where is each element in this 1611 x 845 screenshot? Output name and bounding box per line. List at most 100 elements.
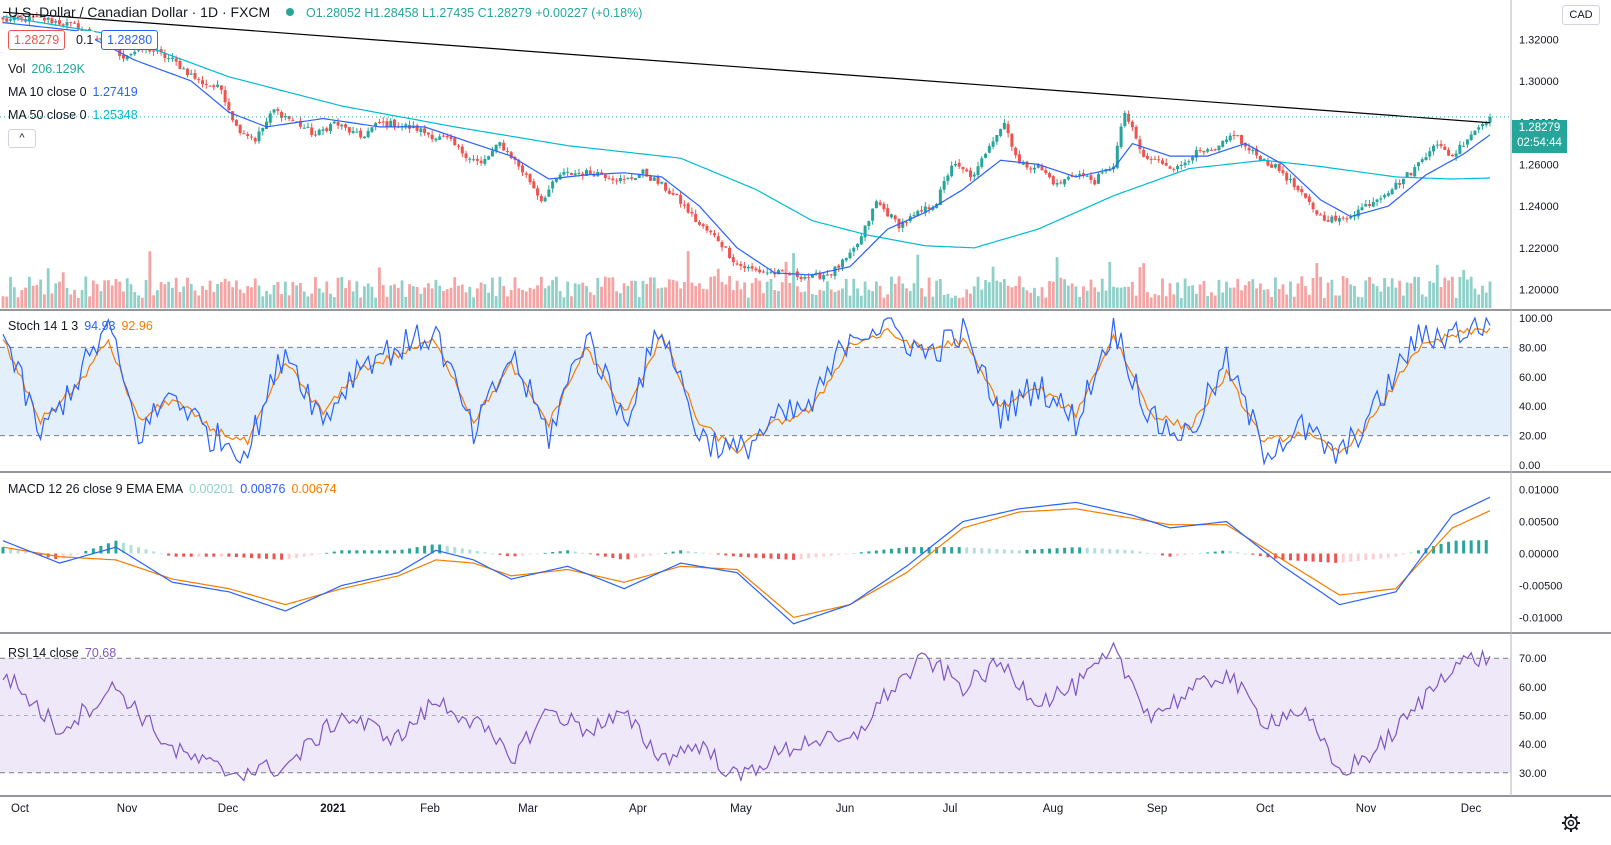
candle [1345,218,1349,220]
macd-hist-bar [249,553,253,558]
candle [1334,215,1338,221]
candle [99,38,103,40]
volume-bar [1435,264,1439,308]
macd-hist-bar [588,553,592,555]
volume-bar [969,293,972,308]
candle [1484,123,1488,126]
macd-hist-bar [641,553,645,557]
volume-bar [193,290,197,308]
volume-bar [9,276,12,308]
macd-hist-bar [889,548,893,554]
candle [965,169,969,172]
volume-bar [874,281,878,308]
candle [340,124,344,127]
macd-hist-bar [920,547,924,554]
candle [837,265,841,268]
collapse-legend-button[interactable]: ^ [8,129,36,148]
time-axis-label: Dec [218,803,239,815]
candle [980,158,984,167]
macd-hist-bar [1484,540,1488,554]
volume-bar [54,283,58,308]
macd-hist-bar [829,553,833,556]
macd-hist-bar [1251,553,1255,555]
volume-bar [1454,297,1458,308]
volume-bar [1225,281,1228,308]
time-axis-label: Sep [1147,803,1167,815]
volume-bar [1006,285,1010,308]
volume-bar [268,294,272,308]
candle [325,128,329,132]
volume-bar [1194,293,1198,308]
candle [1273,164,1277,168]
candle [1311,202,1315,210]
volume-bar [283,281,287,308]
candle [1153,158,1157,160]
volume-bar [1300,276,1304,308]
sell-button[interactable]: 1.28279 [8,30,66,50]
candle [253,138,257,142]
candle [1480,124,1484,127]
volume-bar [366,283,370,308]
macd-hist-bar [709,553,713,555]
candle [197,79,201,81]
volume-bar [415,286,419,308]
candle [189,73,193,75]
volume-bar [1266,289,1270,308]
stoch-axis-label: 0.00 [1519,460,1540,472]
volume-bar [321,292,325,308]
volume-bar [1315,263,1319,308]
candle [302,127,306,129]
volume-bar [987,282,991,308]
volume-bar [577,284,581,308]
volume-bar [1130,281,1134,308]
macd-hist-bar [581,552,585,554]
volume-bar [103,280,107,308]
candle [479,160,483,164]
macd-hist-bar [91,548,95,554]
volume-bar [1066,285,1070,308]
macd-hist-bar [137,547,141,554]
candle [1304,193,1308,198]
buy-button[interactable]: 1.28280 [101,30,159,50]
candle [1176,166,1180,170]
volume-bar [649,277,652,308]
volume-bar [137,295,140,308]
currency-button[interactable]: CAD [1562,5,1600,25]
volume-bar [1270,296,1274,308]
macd-hist-bar [942,547,946,554]
candle [291,119,295,121]
macd-hist-bar [1454,540,1458,554]
macd-hist-bar [234,553,238,558]
macd-hist-bar [807,553,811,559]
candle [765,272,769,274]
volume-bar [995,280,999,308]
candle [581,173,585,176]
macd-hist-bar [980,548,984,554]
macd-hist-bar [1364,553,1368,561]
candle [1036,164,1040,168]
volume-bar [362,286,366,308]
macd-hist-bar [656,553,660,555]
candle [212,85,216,88]
volume-bar [1360,297,1364,308]
candle [347,127,351,133]
volume-bar [1488,281,1492,308]
macd-hist-bar [317,553,321,555]
candle [69,21,73,23]
macd-hist-bar [686,551,690,554]
volume-bar [1029,292,1033,308]
candle [1108,169,1112,171]
macd-hist-bar [1055,548,1059,554]
macd-hist-bar [61,553,65,559]
volume-bar [562,297,566,308]
volume-bar [558,291,562,308]
candle [121,54,125,59]
macd-hist-bar [1296,553,1300,561]
candle [852,247,856,252]
volume-bar [1115,287,1119,308]
candle [182,68,186,70]
macd-hist-value: 0.00201 [189,482,235,496]
settings-gear-icon[interactable] [1560,812,1582,834]
stoch-axis-label: 100.00 [1519,313,1553,325]
